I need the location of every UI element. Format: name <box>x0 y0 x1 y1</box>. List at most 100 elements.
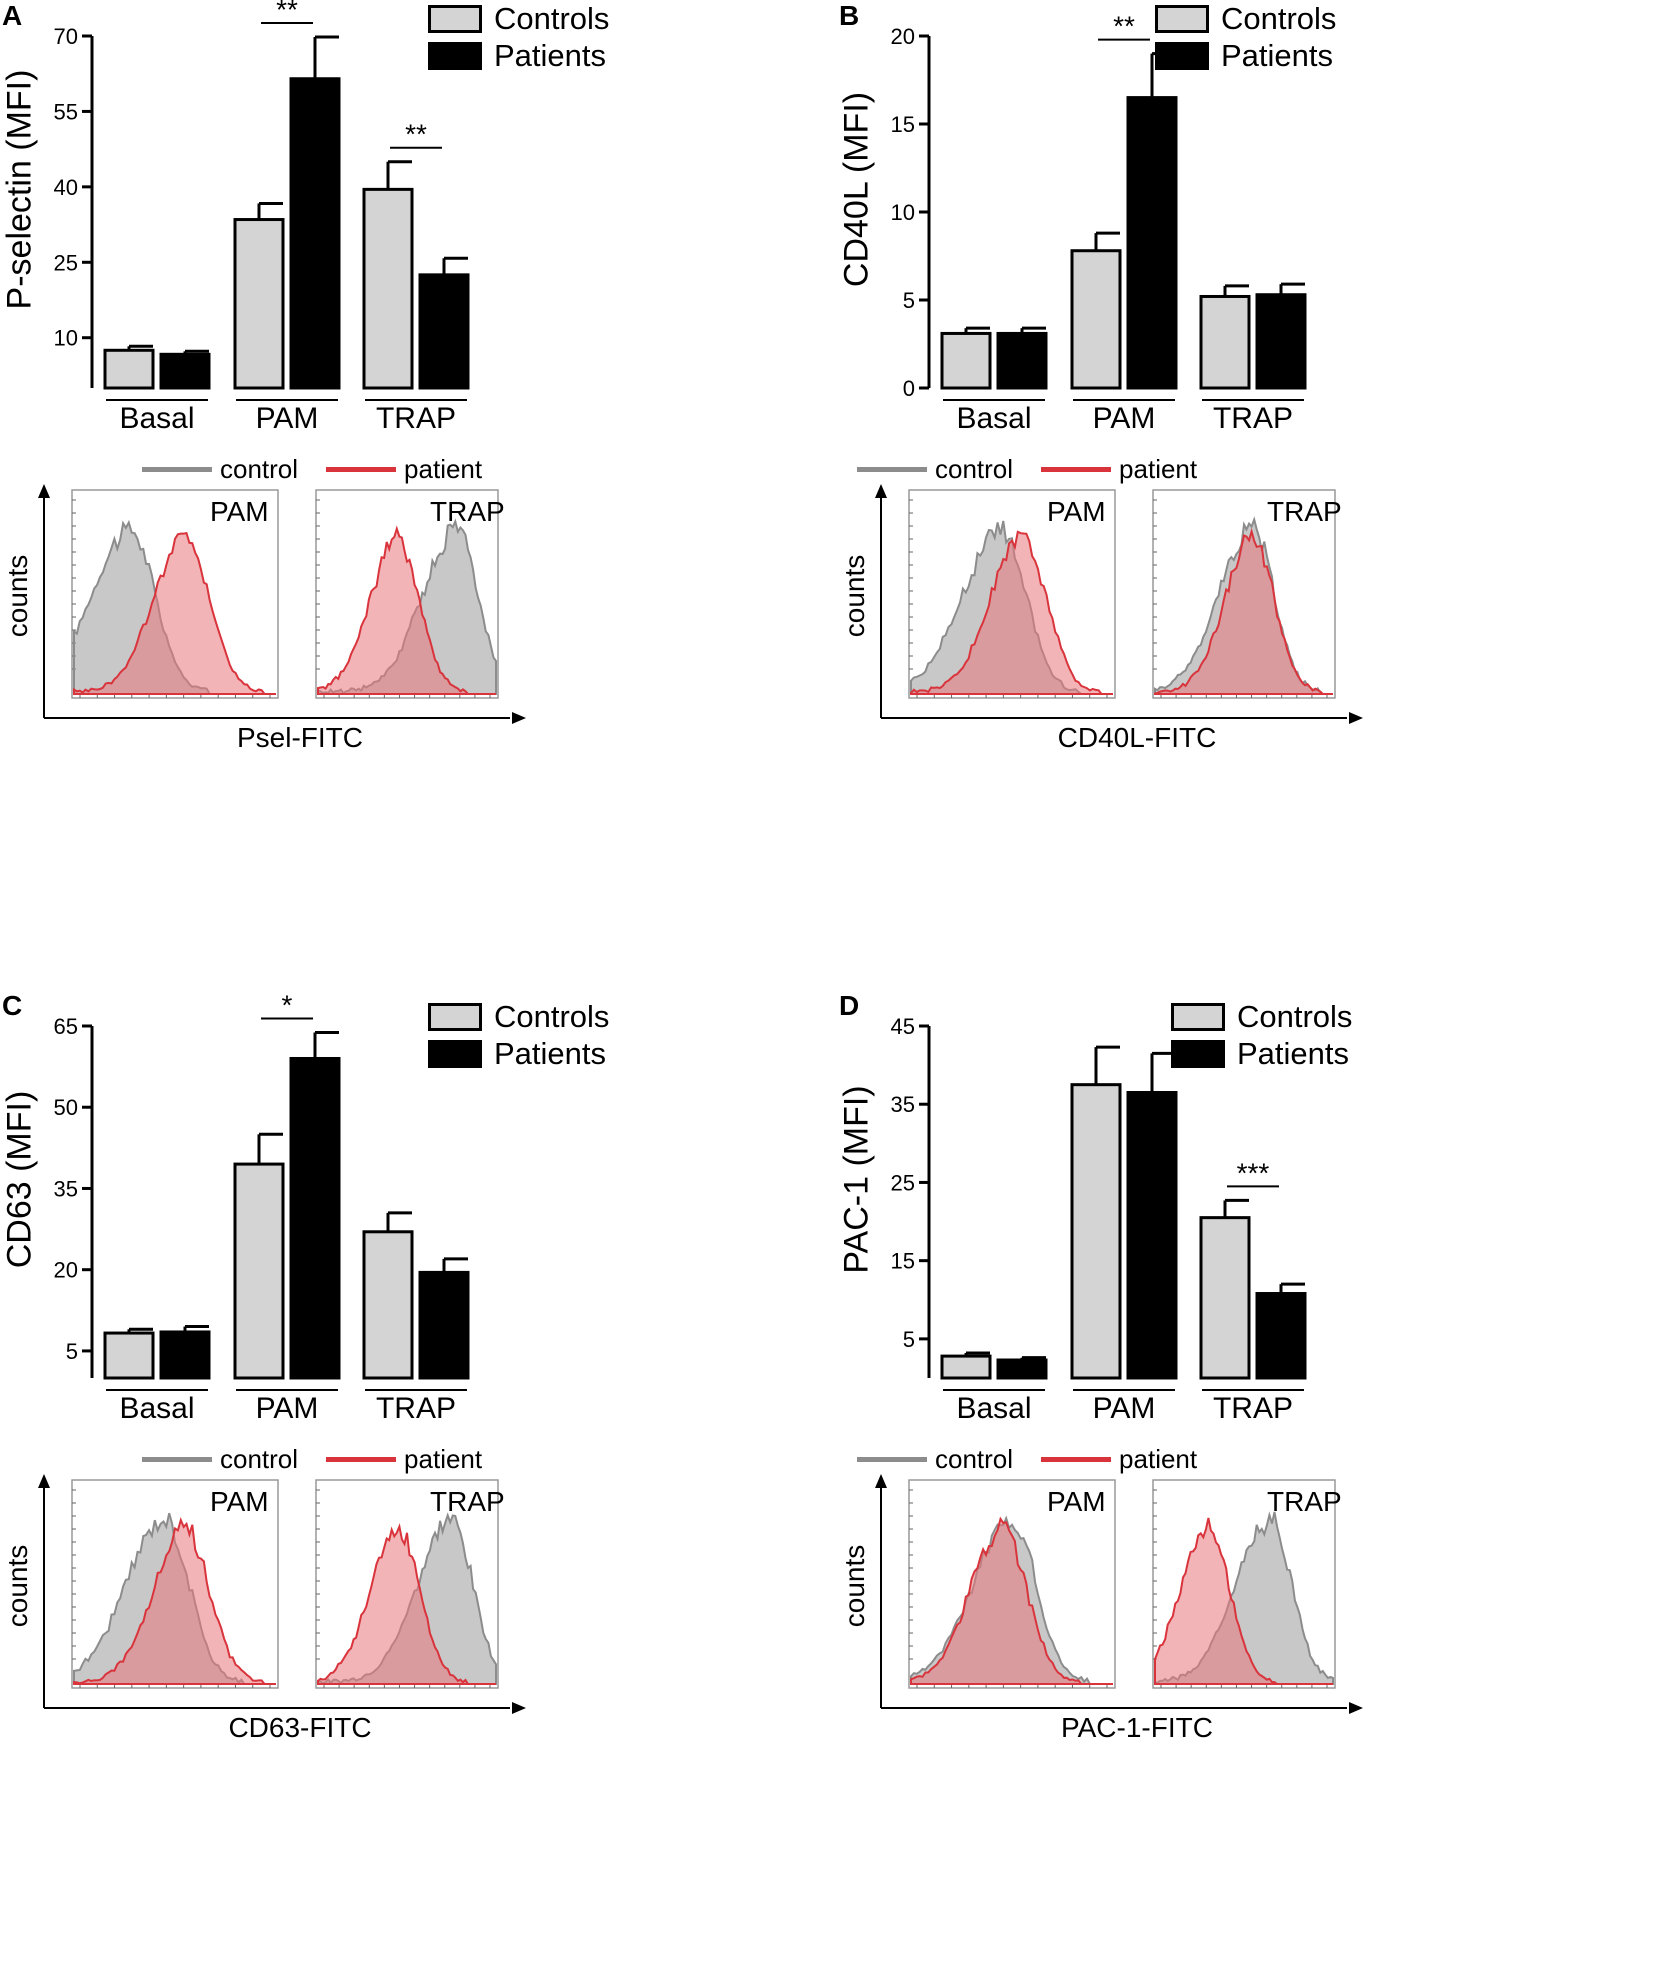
bar-legend: Controls Patients <box>428 0 609 74</box>
panel-c: 5 20 35 50 65 * C CD63 (MFI) Basal PAM TRAP Control… <box>0 989 837 1980</box>
patients-bar <box>996 331 1048 390</box>
y-tick-label: 25 <box>54 250 78 275</box>
chart-svg: 0 5 10 15 20 ** <box>875 11 1363 724</box>
patients-bar <box>289 1056 341 1380</box>
patients-swatch <box>1171 1039 1225 1068</box>
legend-item-controls: Controls <box>428 998 609 1035</box>
patients-swatch <box>428 1039 482 1068</box>
histogram-title: PAM <box>1047 496 1106 527</box>
panel-letter: D <box>839 990 860 1021</box>
patient-histogram <box>1154 527 1333 695</box>
controls-bar <box>103 348 155 390</box>
y-tick-label: 5 <box>66 1339 78 1364</box>
histogram-legend-label: patient <box>1119 1444 1198 1474</box>
panel-d: 5 15 25 35 45 *** D PAC-1 (MFI) Basal PAM TRAP Cont… <box>837 990 1674 1980</box>
histogram-title: PAM <box>210 496 269 527</box>
patients-bar <box>1255 293 1307 390</box>
patients-swatch <box>428 41 482 70</box>
patients-bar <box>418 273 470 390</box>
patients-bar <box>159 1330 211 1380</box>
y-tick-label: 20 <box>54 1258 78 1283</box>
y-axis-label: P-selectin (MFI) <box>0 69 39 310</box>
hist-y-axis-label: counts <box>2 554 33 638</box>
legend-label: Patients <box>494 38 607 73</box>
patient-histogram <box>73 1516 276 1685</box>
patient-histogram <box>317 1523 496 1685</box>
category-label: PAM <box>1092 402 1156 435</box>
histogram-title: TRAP <box>430 496 505 527</box>
histogram-title: TRAP <box>430 1486 505 1517</box>
control-legend-line <box>857 1457 927 1462</box>
controls-bar <box>362 1230 414 1380</box>
panel-a: 10 25 40 55 70 ** ** A P-selectin (MFI) Basal PAM T… <box>0 0 837 990</box>
legend-item-patients: Patients <box>428 37 609 74</box>
hist-y-arrow <box>38 1474 50 1488</box>
category-label: TRAP <box>375 402 456 435</box>
patients-bar <box>159 352 211 390</box>
legend-label: Controls <box>1221 1 1337 36</box>
patient-histogram <box>73 531 276 695</box>
y-tick-label: 70 <box>54 24 78 49</box>
histogram-legend-label: control <box>220 1444 299 1474</box>
y-tick-label: 15 <box>891 1249 915 1274</box>
significance-label: ** <box>276 0 298 25</box>
controls-swatch <box>1155 4 1209 33</box>
patient-histogram <box>910 530 1113 695</box>
control-legend-line <box>857 467 927 472</box>
y-tick-label: 45 <box>891 1014 915 1039</box>
y-tick-label: 15 <box>891 112 915 137</box>
patient-legend-line <box>326 467 397 472</box>
y-tick-label: 35 <box>891 1092 915 1117</box>
category-label: PAM <box>255 1392 319 1425</box>
legend-item-patients: Patients <box>428 1035 609 1072</box>
chart-svg: 10 25 40 55 70 ** ** <box>38 0 526 724</box>
significance-label: * <box>282 989 293 1020</box>
y-tick-label: 10 <box>54 326 78 351</box>
y-tick-label: 20 <box>891 24 915 49</box>
hist-y-arrow <box>875 484 887 498</box>
y-tick-label: 5 <box>903 1327 915 1352</box>
histogram-legend-label: patient <box>1119 454 1198 484</box>
y-tick-label: 35 <box>54 1176 78 1201</box>
patients-bar <box>1126 1090 1178 1380</box>
controls-bar <box>233 218 285 390</box>
controls-bar <box>940 331 992 390</box>
hist-y-arrow <box>875 1474 887 1488</box>
patients-bar <box>1255 1292 1307 1380</box>
controls-bar <box>1070 1083 1122 1380</box>
controls-swatch <box>1171 1002 1225 1031</box>
histogram-legend-label: control <box>220 454 299 484</box>
histogram-frame <box>1152 1479 1336 1689</box>
legend-item-controls: Controls <box>1155 0 1336 37</box>
histogram-legend-label: control <box>935 1444 1014 1474</box>
patients-swatch <box>1155 41 1209 70</box>
significance-label: ** <box>405 119 427 150</box>
histogram-legend: control patient <box>857 454 1197 485</box>
y-tick-label: 5 <box>903 288 915 313</box>
histogram-title: TRAP <box>1267 496 1342 527</box>
patients-bar <box>418 1270 470 1380</box>
control-legend-line <box>142 467 212 472</box>
legend-item-controls: Controls <box>1171 998 1352 1035</box>
bar-legend: Controls Patients <box>428 998 609 1072</box>
histogram-frame <box>315 1479 499 1689</box>
hist-y-arrow <box>38 484 50 498</box>
category-label: Basal <box>956 1392 1032 1425</box>
category-label: PAM <box>1092 1392 1156 1425</box>
histogram-legend: control patient <box>142 454 482 485</box>
histogram-frame <box>908 1479 1116 1689</box>
category-label: Basal <box>119 402 195 435</box>
hist-x-arrow <box>512 1702 526 1714</box>
histogram-title: PAM <box>210 1486 269 1517</box>
bar-legend: Controls Patients <box>1171 998 1352 1072</box>
hist-y-axis-label: counts <box>2 1544 33 1628</box>
hist-y-axis-label: counts <box>839 554 870 638</box>
patient-legend-line <box>326 1457 397 1462</box>
patient-histogram <box>317 525 496 695</box>
legend-item-controls: Controls <box>428 0 609 37</box>
y-tick-label: 65 <box>54 1014 78 1039</box>
panel-letter: B <box>839 0 860 31</box>
panel-letter: C <box>2 990 23 1021</box>
significance-label: *** <box>1237 1157 1270 1188</box>
hist-x-arrow <box>512 712 526 724</box>
